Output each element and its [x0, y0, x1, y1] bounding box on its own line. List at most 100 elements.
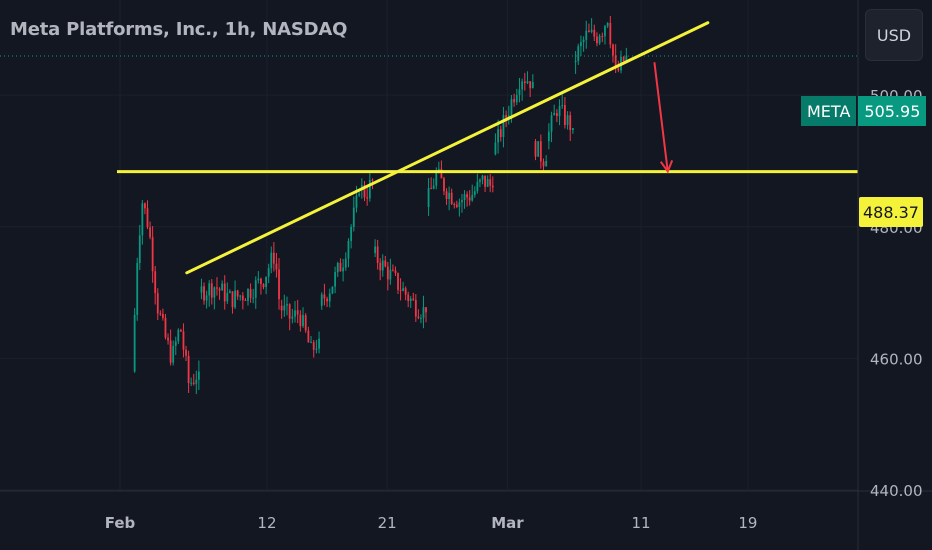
- candle-body: [312, 342, 315, 350]
- trendline: [185, 21, 710, 275]
- candle-body: [397, 273, 399, 290]
- candle-body: [257, 278, 260, 281]
- candle-body: [432, 185, 435, 189]
- candle-body: [588, 30, 590, 32]
- candle-body: [208, 283, 211, 296]
- candle-body: [440, 168, 443, 179]
- candle-body: [534, 141, 537, 157]
- candle-body: [283, 305, 286, 311]
- candle-body: [494, 142, 497, 155]
- candle-body: [363, 185, 366, 198]
- candle-body: [513, 99, 516, 103]
- candle-body: [394, 270, 397, 274]
- x-tick-label: 12: [257, 514, 276, 532]
- candle-body: [187, 355, 190, 384]
- candle-body: [561, 105, 564, 107]
- candle-body: [547, 131, 550, 142]
- candle-body: [399, 289, 402, 291]
- last-price-value: 505.95: [858, 96, 927, 126]
- candle-body: [425, 307, 427, 313]
- candle-body: [241, 295, 244, 300]
- candle-body: [392, 269, 394, 271]
- candle-body: [515, 94, 518, 103]
- candle-body: [612, 44, 614, 56]
- candle-body: [347, 240, 350, 259]
- candle-body: [234, 290, 236, 308]
- candle-body: [350, 226, 353, 241]
- candle-body: [151, 237, 154, 272]
- candle-body: [239, 295, 242, 297]
- candle-body: [417, 316, 420, 319]
- candle-body: [558, 106, 561, 117]
- candle-body: [371, 179, 374, 181]
- candle-body: [216, 287, 218, 289]
- candle-body: [156, 293, 159, 314]
- candle-body: [270, 252, 273, 269]
- candle-body: [244, 299, 247, 301]
- candle-body: [473, 191, 476, 195]
- candle-body: [177, 329, 180, 342]
- currency-button[interactable]: USD: [865, 9, 923, 61]
- candle-body: [409, 298, 412, 301]
- candle-body: [569, 115, 572, 131]
- candle-body: [448, 192, 451, 200]
- x-tick-label: 21: [378, 514, 397, 532]
- candle-body: [484, 175, 486, 187]
- candle-body: [146, 208, 149, 228]
- candle-body: [164, 317, 167, 338]
- candle-body: [326, 298, 328, 302]
- candle-body: [622, 56, 625, 61]
- candle-body: [331, 286, 334, 294]
- candle-body: [218, 288, 221, 291]
- candle-body: [617, 68, 620, 71]
- candle-body: [154, 271, 157, 294]
- candle-body: [518, 89, 521, 95]
- candle-body: [577, 46, 580, 61]
- candle-body: [491, 185, 494, 188]
- candle-body: [169, 340, 172, 363]
- candle-body: [262, 284, 265, 288]
- candle-body: [323, 294, 326, 299]
- candle-body: [407, 294, 410, 301]
- candle-body: [320, 294, 323, 306]
- candle-body: [265, 276, 267, 288]
- candle-body: [563, 105, 566, 126]
- candle-body: [542, 161, 545, 167]
- candle-body: [221, 283, 224, 291]
- x-tick-label: Mar: [491, 514, 524, 532]
- candle-body: [609, 22, 612, 45]
- candle-body: [445, 191, 448, 200]
- candle-body: [414, 299, 417, 317]
- candle-body: [435, 171, 438, 186]
- candle-body: [310, 342, 312, 344]
- candle-body: [476, 181, 479, 192]
- candle-body: [499, 129, 502, 138]
- candle-body: [278, 269, 280, 300]
- candle-body: [376, 246, 379, 263]
- candle-body: [422, 307, 425, 318]
- candle-body: [236, 290, 239, 297]
- candle-body: [328, 293, 331, 302]
- level-price-badge: 488.37: [859, 197, 923, 227]
- candle-body: [355, 195, 358, 208]
- y-tick-label: 460.00: [870, 350, 923, 368]
- candle-body: [453, 204, 456, 206]
- candle-body: [149, 227, 151, 238]
- candle-body: [360, 185, 363, 188]
- candle-body: [182, 331, 185, 350]
- candle-body: [463, 194, 466, 201]
- candle-body: [596, 36, 598, 44]
- candle-body: [307, 330, 310, 343]
- x-tick-label: 11: [631, 514, 650, 532]
- candle-body: [205, 295, 208, 301]
- candle-body: [162, 313, 164, 318]
- candle-body: [510, 99, 513, 116]
- candle-body: [334, 272, 336, 287]
- x-tick-label: Feb: [105, 514, 136, 532]
- candle-body: [404, 288, 407, 295]
- candle-body: [342, 267, 345, 272]
- candle-body: [585, 30, 588, 40]
- candle-body: [203, 286, 205, 301]
